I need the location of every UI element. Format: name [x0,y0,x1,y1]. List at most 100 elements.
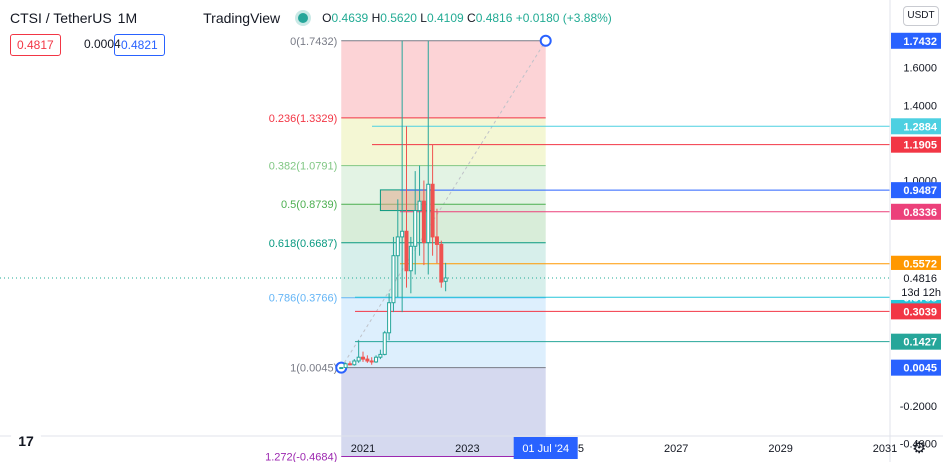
candle [413,171,418,275]
candle-body [361,356,365,360]
candle [434,208,439,264]
candle-body [443,277,448,282]
fib-level-label: 1.272(-0.4684) [265,452,337,462]
high-value: 0.5620 [380,11,417,25]
x-tick-label: 2029 [768,443,792,455]
candle [421,180,426,266]
high-label: H [371,11,381,25]
fib-start-price-tag-bg [891,359,941,376]
fib-zone [341,242,546,298]
candle [395,199,400,298]
fib-level-label: 1(0.0045) [290,363,337,375]
fib-start-price-tag: 0.0045 [903,363,937,375]
change-value: +0.0180 (+3.88%) [515,11,612,25]
candle-body [395,236,400,257]
crosshair-date-label: 01 Jul '24 [522,443,569,455]
candle [391,236,396,313]
fib-level-label: 0.786(0.3766) [269,293,338,305]
candle-body [439,243,444,283]
close-label: C [467,11,476,25]
fib-level-label: 0.382(1.0791) [269,161,338,173]
horizontal-line-price-tag: 1.1905 [903,140,937,152]
candle-body [343,363,348,369]
horizontal-line-price-tag: 1.2884 [903,121,938,133]
open-label: O [322,11,332,25]
interval-label[interactable]: 1M [117,10,138,26]
candle [430,144,435,256]
crosshair-date-bg [513,437,578,459]
chart-header: CTSI / TetherUS 1M TradingView O0.4639 H… [10,8,612,28]
candle [404,126,409,288]
candle-body [404,230,409,272]
y-tick-label: 1.4000 [903,100,937,112]
fib-level-label: 0.236(1.3329) [269,113,338,125]
low-value: 0.4109 [426,11,464,25]
y-tick-label: -0.2000 [900,401,937,413]
candle [426,40,431,275]
horizontal-line-price-tag: 0.5572 [903,259,937,271]
fib-zone [341,297,546,368]
candle-body [339,367,344,370]
candle [369,357,374,365]
candle-body [356,356,361,362]
candle [443,262,448,292]
candle [365,355,370,363]
symbol-name[interactable]: CTSI / TetherUS [10,10,112,26]
candle-body [382,332,387,355]
fib-level-label: 0.618(0.6687) [269,238,338,250]
candle [339,367,344,370]
candle-body [347,363,352,366]
horizontal-line-price-tag-bg [891,303,941,320]
candle-body [434,236,439,245]
ohlc-readout: O0.4639 H0.5620 L0.4109 C0.4816 +0.0180 … [322,11,612,25]
candle [382,330,387,356]
close-value: 0.4816 [475,11,513,25]
candle-body [413,210,418,247]
candle-body [391,255,396,304]
fib-zone [341,204,546,243]
sell-price-box[interactable]: 0.4817 [10,34,61,56]
x-tick-label: 2023 [455,443,479,455]
horizontal-line-price-tag-bg [891,333,941,350]
candle [347,361,352,366]
candle-body [365,358,370,362]
horizontal-line-price-tag: 0.1427 [903,337,937,349]
horizontal-line-price-tag-bg [891,255,941,272]
candle [408,236,413,294]
fib-end-price-tag: 1.7432 [903,36,937,48]
market-status-icon [298,13,309,23]
currency-button[interactable]: USDT [903,6,939,26]
fib-zone [341,117,546,166]
fib-zone [341,165,546,205]
gear-icon[interactable]: ⚙ [912,440,927,457]
x-tick-label: 2031 [873,443,897,455]
y-tick-label: -0.4000 [900,439,937,451]
candle [374,355,379,363]
horizontal-line-price-tag-bg [891,203,941,220]
candle-body [408,245,413,272]
candle-body [378,353,383,358]
candle [439,240,444,288]
candle-body [426,183,431,244]
candle [417,165,422,256]
low-label: L [420,11,427,25]
tradingview-logo-icon[interactable]: 17 [10,427,42,455]
horizontal-line-price-tag-bg [891,118,941,135]
brand-label: TradingView [203,10,281,26]
candle-body [352,360,357,366]
horizontal-line-price-tag: 0.9487 [903,185,937,197]
fib-zone [341,367,546,457]
horizontal-line-price-tag: 0.3039 [903,306,937,318]
candle [352,359,357,366]
last-price-tag: 0.4816 [903,273,937,285]
candle-body [369,360,374,363]
candle [400,40,405,313]
fib-end-price-tag-bg [891,32,941,49]
last-price-tag-bg [891,269,941,300]
fib-level-label: 0(1.7432) [290,36,337,48]
candle [378,349,383,360]
candle-body [400,230,405,238]
buy-price-box[interactable]: 0.4821 [114,34,165,56]
spread-value: 0.0004 [84,37,121,51]
